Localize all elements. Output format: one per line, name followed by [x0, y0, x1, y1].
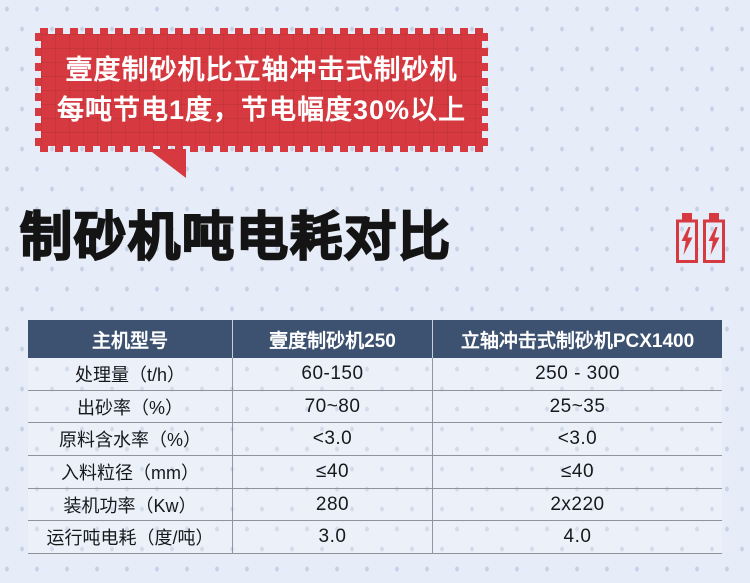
stamp-edge-bottom: [40, 146, 483, 152]
row-value: 2x220: [550, 493, 605, 515]
row-value: 70~80: [233, 390, 433, 423]
bubble-line-2: 每吨节电1度，节电幅度30%以上: [56, 95, 467, 125]
table-row: 入料粒径（mm） ≤40 ≤40: [28, 456, 722, 489]
speech-bubble: 壹度制砂机比立轴冲击式制砂机 每吨节电1度，节电幅度30%以上: [35, 28, 488, 152]
table-header-row: 主机型号 壹度制砂机250 立轴冲击式制砂机PCX1400: [28, 320, 722, 358]
row-value: ≤40: [560, 460, 595, 482]
page-title: 制砂机吨电耗对比: [19, 208, 453, 268]
row-value: 3.0: [233, 521, 433, 554]
battery-lightning-icon: [676, 213, 698, 263]
table-header-model: 主机型号: [28, 320, 233, 358]
stamp-edge-right: [482, 33, 488, 147]
row-label: 入料粒径（mm）: [28, 456, 233, 488]
row-label: 原料含水率（%）: [28, 423, 233, 456]
table-row: 运行吨电耗（度/吨） 3.0 4.0: [28, 521, 722, 555]
table-header-yidu-250: 壹度制砂机250: [233, 320, 433, 358]
row-value: 280: [233, 488, 433, 521]
row-label: 运行吨电耗（度/吨）: [28, 521, 233, 554]
row-value: 25~35: [549, 395, 606, 417]
stamp-edge-left: [35, 33, 41, 147]
speech-bubble-text: 壹度制砂机比立轴冲击式制砂机 每吨节电1度，节电幅度30%以上: [41, 34, 482, 146]
speech-bubble-tail: [148, 149, 186, 178]
table-row: 处理量（t/h） 60-150 250 - 300: [28, 358, 722, 391]
row-label: 装机功率（Kw）: [28, 488, 233, 521]
row-value: <3.0: [557, 428, 598, 450]
row-value: 60-150: [233, 358, 433, 390]
row-label: 出砂率（%）: [28, 390, 233, 423]
row-value: 4.0: [563, 526, 592, 548]
table-row: 原料含水率（%） <3.0 <3.0: [28, 423, 722, 457]
table-row: 出砂率（%） 70~80 25~35: [28, 390, 722, 424]
row-value: ≤40: [233, 456, 433, 488]
stamp-edge-top: [40, 28, 483, 34]
row-label: 处理量（t/h）: [28, 358, 233, 390]
comparison-table: 主机型号 壹度制砂机250 立轴冲击式制砂机PCX1400 处理量（t/h） 6…: [28, 320, 722, 555]
battery-lightning-icons: [676, 213, 725, 263]
table-row: 装机功率（Kw） 280 2x220: [28, 488, 722, 522]
battery-lightning-icon: [703, 213, 725, 263]
row-value: <3.0: [233, 423, 433, 456]
row-value: 250 - 300: [535, 362, 620, 384]
bubble-line-1: 壹度制砂机比立轴冲击式制砂机: [65, 55, 458, 85]
table-header-pcx1400: 立轴冲击式制砂机PCX1400: [460, 330, 695, 352]
